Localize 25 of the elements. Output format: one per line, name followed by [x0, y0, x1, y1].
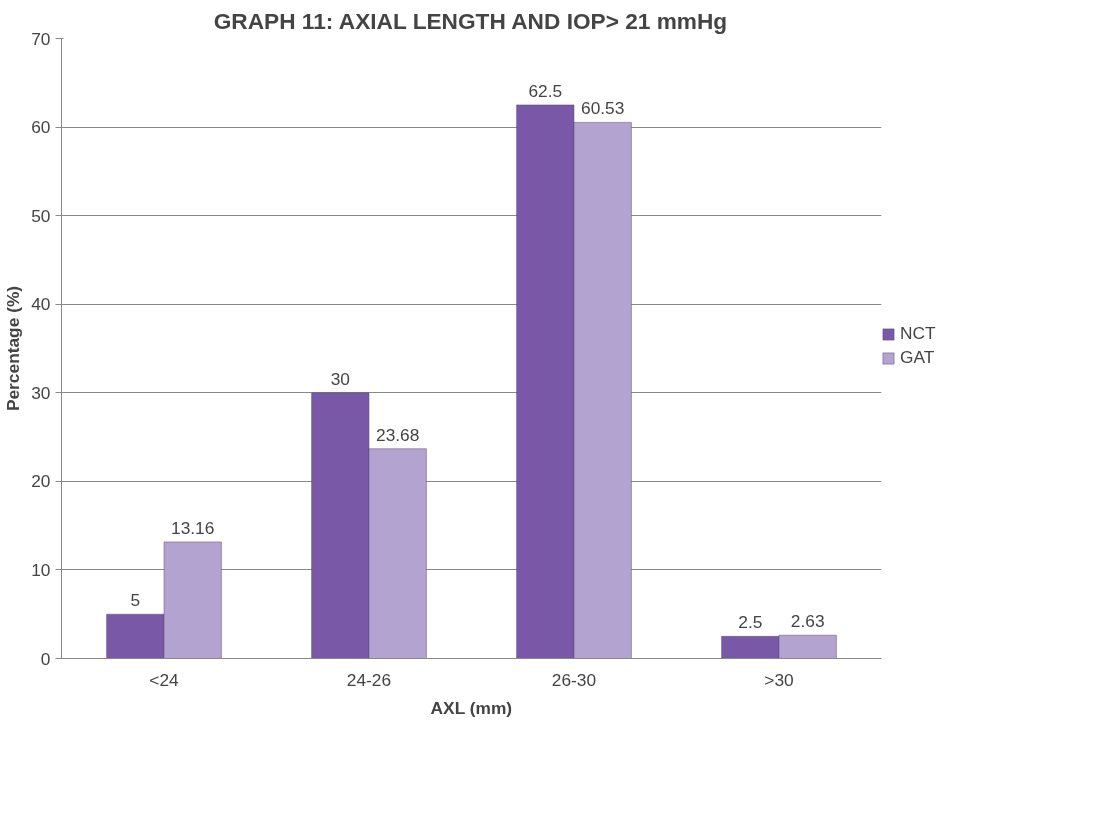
data-label: 60.53 [581, 98, 625, 119]
y-tick-label: 30 [31, 382, 51, 403]
legend-label: NCT [900, 323, 936, 344]
y-axis-title: Percentage (%) [3, 285, 24, 412]
data-label: 30 [330, 368, 350, 389]
data-label: 23.68 [376, 424, 420, 445]
x-tick-label: <24 [149, 669, 180, 690]
data-label: 62.5 [528, 80, 563, 101]
y-tick-label: 0 [40, 648, 51, 669]
chart-title: GRAPH 11: AXIAL LENGTH AND IOP> 21 mmHg [213, 7, 728, 34]
y-tick-label: 20 [31, 471, 51, 492]
data-label: 5 [130, 590, 141, 611]
y-tick-label: 10 [31, 559, 51, 580]
y-tick-label: 40 [31, 294, 51, 315]
x-tick-label: 26-30 [551, 669, 597, 690]
data-label: 2.63 [790, 611, 825, 632]
x-tick-label: >30 [764, 669, 794, 690]
y-tick-label: 60 [31, 117, 51, 138]
x-tick-label: 24-26 [346, 669, 392, 690]
legend-label: GAT [900, 347, 935, 368]
y-tick-label: 70 [31, 28, 51, 49]
x-axis-title: AXL (mm) [430, 697, 513, 718]
data-label: 13.16 [171, 517, 215, 538]
data-label: 2.5 [738, 612, 763, 633]
y-tick-label: 50 [31, 205, 51, 226]
